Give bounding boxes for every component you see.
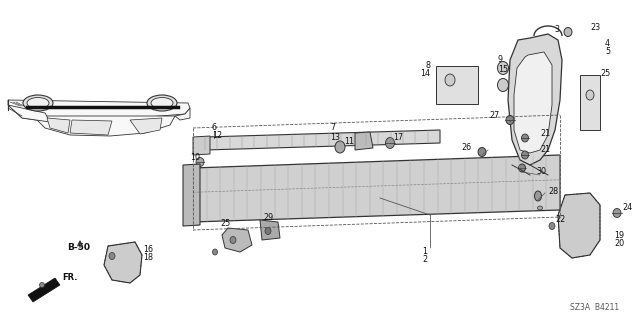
Text: 22: 22 — [555, 216, 565, 225]
Ellipse shape — [522, 134, 529, 142]
Polygon shape — [260, 220, 280, 240]
Polygon shape — [193, 155, 560, 222]
Text: 6: 6 — [212, 123, 217, 132]
Polygon shape — [222, 228, 252, 252]
Ellipse shape — [613, 209, 621, 218]
Ellipse shape — [478, 147, 486, 157]
Ellipse shape — [534, 191, 541, 201]
Text: 24: 24 — [622, 204, 632, 212]
Ellipse shape — [40, 283, 45, 287]
Text: 2: 2 — [422, 256, 427, 264]
Ellipse shape — [265, 227, 271, 234]
Text: 27: 27 — [490, 112, 500, 121]
Ellipse shape — [522, 151, 529, 159]
Ellipse shape — [109, 253, 115, 259]
Text: 5: 5 — [605, 47, 610, 56]
Ellipse shape — [549, 222, 555, 229]
Polygon shape — [130, 118, 162, 134]
Text: 18: 18 — [143, 253, 153, 262]
Bar — [580, 75, 600, 130]
Polygon shape — [35, 116, 175, 136]
Text: 17: 17 — [393, 133, 403, 143]
Ellipse shape — [445, 74, 455, 86]
Polygon shape — [205, 130, 440, 150]
Text: 15: 15 — [498, 65, 508, 75]
Polygon shape — [355, 132, 373, 150]
Text: 7: 7 — [330, 123, 335, 132]
Text: 10: 10 — [190, 152, 200, 161]
Text: 12: 12 — [212, 131, 222, 140]
Ellipse shape — [385, 137, 394, 149]
Ellipse shape — [196, 158, 204, 167]
Ellipse shape — [506, 115, 514, 124]
Polygon shape — [558, 193, 600, 258]
Ellipse shape — [538, 206, 543, 210]
Text: 9: 9 — [498, 56, 503, 64]
Polygon shape — [183, 164, 200, 226]
Ellipse shape — [564, 27, 572, 36]
Polygon shape — [70, 120, 112, 135]
Polygon shape — [104, 242, 142, 283]
Text: 29: 29 — [263, 213, 273, 222]
Ellipse shape — [147, 95, 177, 111]
Ellipse shape — [335, 141, 345, 153]
Polygon shape — [8, 100, 190, 122]
Polygon shape — [47, 118, 70, 133]
Text: 4: 4 — [605, 39, 610, 48]
Ellipse shape — [27, 98, 49, 108]
Text: 8: 8 — [425, 61, 430, 70]
Ellipse shape — [151, 98, 173, 108]
Text: 25: 25 — [220, 219, 230, 228]
Text: 19: 19 — [614, 232, 624, 241]
Text: 25: 25 — [600, 69, 611, 78]
Text: FR.: FR. — [62, 273, 77, 283]
Polygon shape — [193, 136, 210, 155]
Text: 21: 21 — [540, 129, 550, 137]
Text: 23: 23 — [590, 24, 600, 33]
Text: 26: 26 — [462, 144, 472, 152]
Bar — [436, 66, 478, 104]
Text: 28: 28 — [548, 187, 558, 196]
Ellipse shape — [518, 164, 525, 172]
Text: 13: 13 — [330, 132, 340, 142]
Text: 16: 16 — [143, 244, 153, 254]
Polygon shape — [175, 108, 190, 120]
Text: 21: 21 — [540, 145, 550, 154]
Ellipse shape — [497, 78, 509, 92]
Ellipse shape — [497, 62, 509, 75]
Text: 1: 1 — [422, 248, 427, 256]
Text: 20: 20 — [614, 240, 624, 249]
Text: 14: 14 — [420, 69, 430, 78]
Ellipse shape — [230, 236, 236, 243]
Text: 3: 3 — [554, 25, 559, 33]
Ellipse shape — [23, 95, 53, 111]
Text: SZ3A  B4211: SZ3A B4211 — [570, 303, 619, 313]
Polygon shape — [28, 278, 60, 302]
Ellipse shape — [212, 249, 218, 255]
Polygon shape — [8, 105, 50, 122]
Text: B-50: B-50 — [67, 243, 90, 253]
Polygon shape — [514, 52, 552, 153]
Text: 30: 30 — [536, 167, 546, 176]
Polygon shape — [508, 34, 562, 165]
Ellipse shape — [586, 90, 594, 100]
Text: 11: 11 — [344, 137, 354, 146]
